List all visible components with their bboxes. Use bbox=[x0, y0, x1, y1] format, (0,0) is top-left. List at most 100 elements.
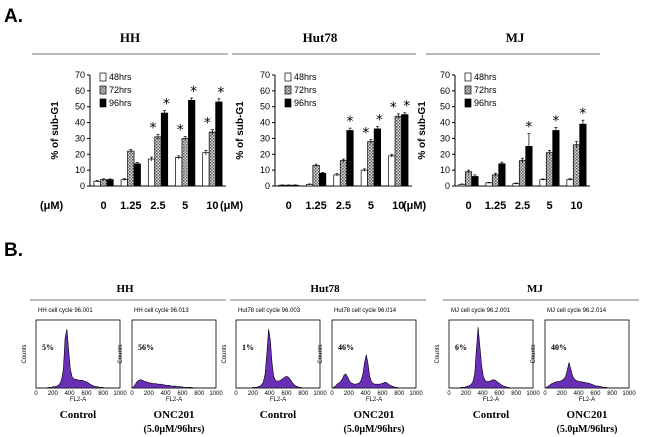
x-category-label: 0 bbox=[101, 200, 107, 212]
y-tick-label: 40 bbox=[75, 118, 85, 128]
histogram-x-tick: 800 bbox=[98, 391, 109, 397]
y-tick-label: 60 bbox=[260, 86, 270, 96]
histogram-x-tick: 400 bbox=[361, 391, 372, 397]
bar-chart-hh: HH 0 10 20 30 40 50 60 70 % of sub-G1 0 1.25 2.5 * * 5 *… bbox=[32, 30, 228, 212]
flow-group-hh: HH HH cell cycle 96.001 5% Counts 0 200 400 600… bbox=[22, 283, 226, 435]
bar-96hrs-5 bbox=[188, 100, 196, 187]
histogram-x-tick: 200 bbox=[557, 391, 568, 397]
histogram-caption: ONC201 bbox=[354, 409, 395, 421]
y-tick-label: 0 bbox=[80, 181, 85, 191]
histogram-header: HH cell cycle 96.001 bbox=[38, 308, 93, 314]
bar-96hrs-0 bbox=[106, 179, 114, 187]
bar-96hrs-10 bbox=[401, 114, 409, 187]
sub-g1-percent: 5% bbox=[42, 343, 54, 352]
x-category-label: 1.25 bbox=[120, 200, 141, 212]
x-category-label: 1.25 bbox=[485, 200, 506, 212]
x-category-label: 2.5 bbox=[515, 200, 530, 212]
histogram-caption-sub: (5.0μM/96hrs) bbox=[344, 424, 405, 435]
y-tick-label: 70 bbox=[75, 70, 85, 80]
sub-g1-percent: 40% bbox=[551, 343, 567, 352]
bar-96hrs-2.5 bbox=[346, 130, 354, 187]
bar-96hrs-1.25 bbox=[133, 163, 141, 187]
legend-label-48hrs: 48hrs bbox=[109, 72, 132, 82]
panel-b-label: B. bbox=[4, 240, 23, 261]
flow-group-title: HH bbox=[116, 283, 134, 295]
histogram-x-tick: 600 bbox=[590, 391, 601, 397]
x-category-label: 10 bbox=[206, 200, 218, 212]
histogram-x-tick: 400 bbox=[574, 391, 585, 397]
legend-swatch-96hrs bbox=[99, 98, 107, 108]
histogram-fill bbox=[331, 354, 416, 389]
histogram-x-tick: 0 bbox=[447, 391, 451, 397]
flow-group-title: MJ bbox=[527, 283, 543, 295]
histogram-caption: Control bbox=[260, 409, 296, 421]
x-category-label: 5 bbox=[182, 200, 188, 212]
legend-label-96hrs: 96hrs bbox=[294, 98, 317, 108]
significance-star: * bbox=[552, 113, 559, 129]
histogram-header: HH cell cycle 96.013 bbox=[134, 308, 189, 314]
legend-swatch-96hrs bbox=[464, 98, 472, 108]
histogram-x-tick: 0 bbox=[234, 391, 238, 397]
histogram-x-tick: 400 bbox=[161, 391, 172, 397]
x-category-label: 5 bbox=[368, 200, 374, 212]
y-tick-label: 20 bbox=[75, 149, 85, 159]
histogram-x-tick: 1000 bbox=[313, 391, 327, 397]
histogram-y-label: Counts bbox=[22, 344, 28, 363]
y-tick-label: 30 bbox=[75, 133, 85, 143]
histogram-y-label: Counts bbox=[435, 344, 441, 363]
bar-48hrs-2.5 bbox=[333, 174, 341, 187]
flow-cytometry-panel: HH HH cell cycle 96.001 5% Counts 0 200 400 600… bbox=[22, 283, 639, 435]
histogram-caption: ONC201 bbox=[154, 409, 195, 421]
bar-48hrs-10 bbox=[388, 155, 396, 187]
panel-a-label: A. bbox=[4, 6, 23, 27]
histogram-x-label: FL2-A bbox=[70, 397, 86, 403]
histogram-x-tick: 0 bbox=[543, 391, 547, 397]
histogram-x-tick: 200 bbox=[248, 391, 259, 397]
significance-star: * bbox=[376, 113, 383, 129]
bar-96hrs-1.25 bbox=[319, 172, 327, 187]
y-tick-label: 10 bbox=[75, 165, 85, 175]
histogram-x-tick: 400 bbox=[478, 391, 489, 397]
histogram-header: Hut78 cell cycle 96.014 bbox=[334, 308, 397, 314]
y-tick-label: 10 bbox=[440, 165, 450, 175]
significance-star: * bbox=[390, 100, 397, 116]
significance-star: * bbox=[347, 114, 354, 130]
y-tick-label: 60 bbox=[440, 86, 450, 96]
histogram-x-tick: 800 bbox=[194, 391, 205, 397]
unit-label: (μM) bbox=[220, 200, 244, 212]
flow-group-mj: MJ MJ cell cycle 96.2.001 6% Counts 0 200 400 6… bbox=[435, 283, 639, 435]
y-tick-label: 70 bbox=[260, 70, 270, 80]
y-axis-label: % of sub-G1 bbox=[235, 101, 246, 160]
histogram-x-label: FL2-A bbox=[270, 397, 286, 403]
histogram-1: HH cell cycle 96.013 56% Counts 0 200 400 600 8… bbox=[118, 308, 223, 435]
histogram-y-label: Counts bbox=[222, 344, 228, 363]
flow-group-title: Hut78 bbox=[310, 283, 340, 295]
sub-g1-percent: 1% bbox=[242, 343, 254, 352]
bar-72hrs-0 bbox=[100, 179, 108, 187]
histogram-x-tick: 1000 bbox=[113, 391, 127, 397]
legend-swatch-48hrs bbox=[464, 72, 472, 82]
histogram-frame bbox=[448, 319, 534, 389]
bar-48hrs-10 bbox=[566, 179, 574, 187]
y-axis-label: % of sub-G1 bbox=[50, 101, 61, 160]
histogram-x-tick: 1000 bbox=[622, 391, 636, 397]
histogram-x-label: FL2-A bbox=[579, 397, 595, 403]
y-tick-label: 20 bbox=[260, 149, 270, 159]
histogram-frame bbox=[235, 319, 321, 389]
y-tick-label: 50 bbox=[75, 102, 85, 112]
bar-72hrs-10 bbox=[394, 115, 402, 187]
y-tick-label: 40 bbox=[260, 118, 270, 128]
histogram-x-tick: 200 bbox=[461, 391, 472, 397]
histogram-fill bbox=[236, 329, 320, 389]
histogram-x-tick: 200 bbox=[144, 391, 155, 397]
histogram-x-tick: 200 bbox=[344, 391, 355, 397]
histogram-frame bbox=[131, 319, 217, 389]
bar-96hrs-1.25 bbox=[498, 163, 506, 187]
histogram-0: Hut78 cell cycle 96.003 1% Counts 0 200 400 60… bbox=[222, 308, 327, 421]
x-category-label: 2.5 bbox=[150, 200, 165, 212]
y-tick-label: 30 bbox=[260, 133, 270, 143]
histogram-x-tick: 600 bbox=[377, 391, 388, 397]
histogram-x-tick: 1000 bbox=[526, 391, 540, 397]
bar-chart-mj: MJ 0 10 20 30 40 50 60 70 % of sub-G1 0 1.25 2.5 * 5 * 1… bbox=[403, 30, 600, 212]
bar-48hrs-10 bbox=[202, 152, 210, 187]
